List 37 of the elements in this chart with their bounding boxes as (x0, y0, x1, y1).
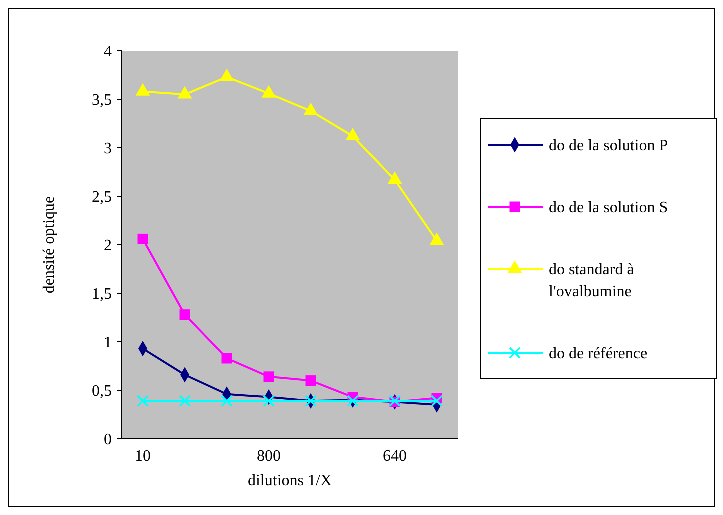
point (180, 310, 190, 320)
point (430, 395, 444, 408)
point (262, 85, 276, 98)
x-tick-label: 800 (257, 448, 281, 465)
point (136, 83, 150, 96)
y-tick-label: 2,5 (92, 189, 112, 206)
x-tick-label: 10 (135, 448, 151, 465)
y-tick-label: 0 (104, 432, 112, 449)
point (388, 172, 402, 184)
point (136, 395, 150, 408)
x-tick-label: 640 (383, 448, 407, 465)
point (304, 102, 318, 116)
y-tick-label: 1,5 (92, 286, 112, 304)
y-tick-label: 3,5 (92, 92, 112, 110)
point (346, 395, 360, 408)
y-tick-label: 2 (104, 238, 112, 255)
point (346, 128, 360, 141)
legend-label: do de la solution S (549, 200, 668, 217)
point (262, 395, 276, 408)
y-tick-label: 1 (104, 334, 112, 352)
point (306, 376, 316, 386)
y-axis-title: densité optique (41, 196, 58, 294)
point (220, 68, 234, 82)
point (264, 372, 274, 382)
legend-label: do standard à l'ovalbumine (549, 262, 634, 301)
point (430, 232, 444, 246)
point (178, 86, 192, 99)
point (138, 234, 148, 244)
legend-label: do de référence (549, 346, 648, 363)
point (220, 395, 234, 408)
y-tick-label: 4 (104, 44, 112, 61)
x-axis-title: dilutions 1/X (248, 472, 332, 490)
legend-label: do de la solution P (549, 138, 668, 155)
y-tick-label: 3 (104, 140, 112, 158)
point (178, 395, 192, 408)
point (222, 353, 232, 364)
y-tick-label: 0,5 (92, 383, 112, 400)
